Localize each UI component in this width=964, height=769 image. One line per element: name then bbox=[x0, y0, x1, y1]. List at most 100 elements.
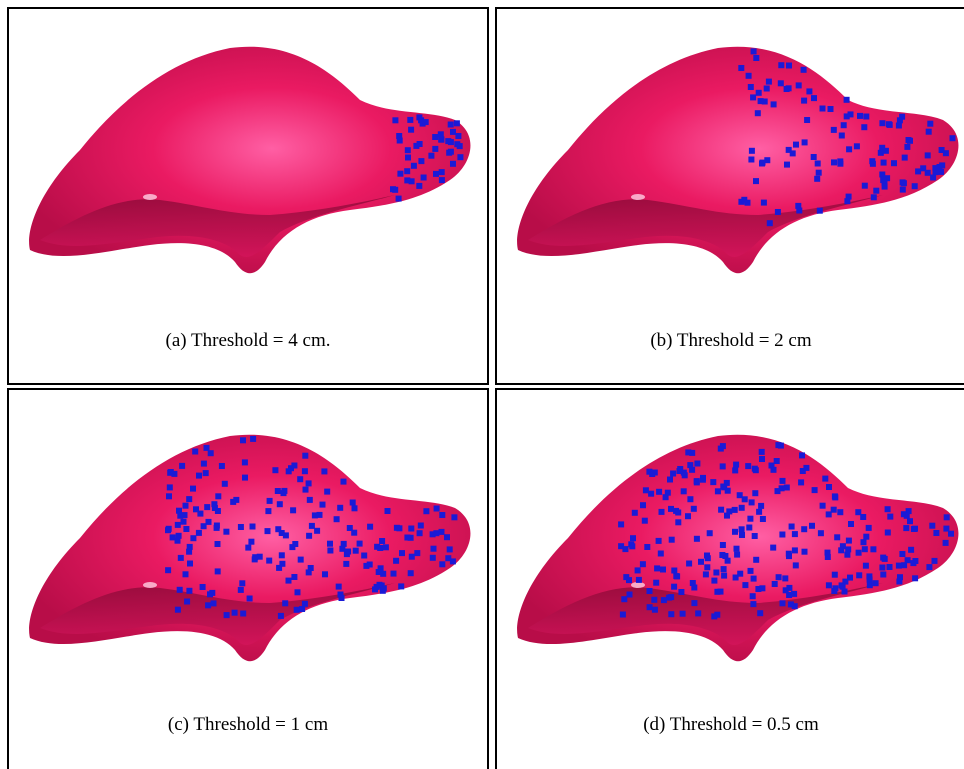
landmark-point bbox=[183, 526, 190, 532]
landmark-point bbox=[819, 105, 826, 112]
landmark-point bbox=[404, 147, 411, 154]
landmark-point bbox=[276, 564, 283, 571]
landmark-point bbox=[321, 468, 328, 475]
landmark-point bbox=[660, 566, 666, 573]
landmark-point bbox=[723, 479, 730, 486]
landmark-point bbox=[838, 582, 845, 589]
landmark-point bbox=[777, 442, 784, 449]
landmark-point bbox=[846, 146, 853, 153]
landmark-point bbox=[920, 165, 927, 172]
landmark-point bbox=[167, 469, 174, 475]
landmark-point bbox=[687, 496, 694, 503]
landmark-point bbox=[346, 525, 353, 531]
landmark-point bbox=[685, 449, 692, 456]
landmark-point bbox=[678, 589, 685, 595]
landmark-point bbox=[675, 519, 682, 526]
landmark-point bbox=[770, 466, 777, 473]
landmark-point bbox=[843, 96, 850, 103]
landmark-point bbox=[724, 512, 730, 519]
landmark-point bbox=[865, 524, 872, 531]
landmark-point bbox=[340, 540, 347, 547]
landmark-point bbox=[447, 139, 454, 146]
landmark-point bbox=[799, 452, 805, 459]
landmark-point bbox=[895, 122, 902, 129]
landmark-point bbox=[731, 506, 738, 513]
landmark-point bbox=[302, 486, 309, 493]
landmark-point bbox=[870, 194, 877, 201]
landmark-point bbox=[860, 514, 867, 520]
landmark-point bbox=[838, 132, 845, 139]
landmark-point bbox=[800, 66, 807, 73]
landmark-point bbox=[882, 147, 889, 154]
landmark-point bbox=[218, 463, 225, 469]
landmark-point bbox=[910, 560, 917, 567]
landmark-point bbox=[795, 202, 802, 209]
landmark-point bbox=[407, 570, 414, 577]
landmark-point bbox=[200, 460, 207, 467]
landmark-point bbox=[825, 582, 832, 589]
landmark-point bbox=[713, 569, 720, 576]
landmark-point bbox=[345, 548, 352, 555]
landmark-point bbox=[690, 505, 697, 512]
landmark-point bbox=[335, 583, 342, 590]
landmark-point bbox=[791, 590, 798, 597]
landmark-point bbox=[407, 534, 414, 541]
landmark-point bbox=[791, 603, 798, 610]
landmark-point bbox=[639, 561, 646, 568]
landmark-point bbox=[681, 472, 688, 479]
landmark-point bbox=[182, 502, 189, 509]
landmark-point bbox=[845, 546, 852, 553]
landmark-point bbox=[924, 169, 931, 176]
landmark-point bbox=[748, 147, 755, 154]
landmark-point bbox=[694, 460, 701, 467]
landmark-point bbox=[869, 158, 876, 165]
landmark-point bbox=[801, 97, 808, 104]
landmark-point bbox=[420, 174, 427, 181]
landmark-point bbox=[748, 156, 755, 163]
landmark-point bbox=[691, 584, 698, 591]
landmark-point bbox=[429, 554, 436, 561]
landmark-point bbox=[693, 535, 700, 542]
landmark-point bbox=[861, 124, 868, 131]
landmark-point bbox=[757, 98, 764, 105]
landmark-point bbox=[782, 575, 789, 582]
landmark-point bbox=[752, 490, 759, 497]
landmark-point bbox=[305, 569, 312, 576]
landmark-point bbox=[418, 158, 425, 165]
landmark-point bbox=[438, 169, 445, 176]
landmark-point bbox=[768, 462, 775, 469]
landmark-point bbox=[299, 606, 306, 612]
landmark-point bbox=[938, 168, 945, 175]
landmark-point bbox=[787, 601, 794, 608]
landmark-point bbox=[948, 530, 954, 537]
caption: (c) Threshold = 1 cm bbox=[168, 714, 328, 735]
landmark-point bbox=[408, 178, 415, 185]
landmark-point bbox=[801, 526, 808, 533]
landmark-point bbox=[249, 523, 256, 530]
panel-frame bbox=[495, 7, 964, 385]
landmark-point bbox=[186, 548, 193, 555]
landmark-point bbox=[438, 177, 445, 184]
landmark-point bbox=[671, 583, 678, 590]
landmark-point bbox=[848, 521, 854, 527]
landmark-point bbox=[733, 545, 740, 552]
panel-frame bbox=[495, 388, 964, 769]
landmark-point bbox=[618, 543, 625, 550]
landmark-point bbox=[911, 183, 918, 190]
landmark-point bbox=[872, 580, 879, 587]
landmark-point bbox=[306, 496, 313, 503]
landmark-point bbox=[210, 600, 217, 607]
landmark-point bbox=[291, 574, 298, 580]
landmark-point bbox=[376, 581, 383, 588]
landmark-point bbox=[397, 170, 404, 177]
landmark-point bbox=[784, 161, 790, 168]
landmark-point bbox=[877, 149, 884, 156]
landmark-point bbox=[668, 611, 675, 618]
landmark-point bbox=[213, 522, 220, 529]
organ-render bbox=[517, 46, 959, 274]
landmark-point bbox=[884, 529, 891, 536]
landmark-point bbox=[936, 164, 943, 170]
landmark-point bbox=[195, 529, 202, 536]
landmark-point bbox=[248, 538, 255, 545]
landmark-point bbox=[456, 143, 463, 150]
